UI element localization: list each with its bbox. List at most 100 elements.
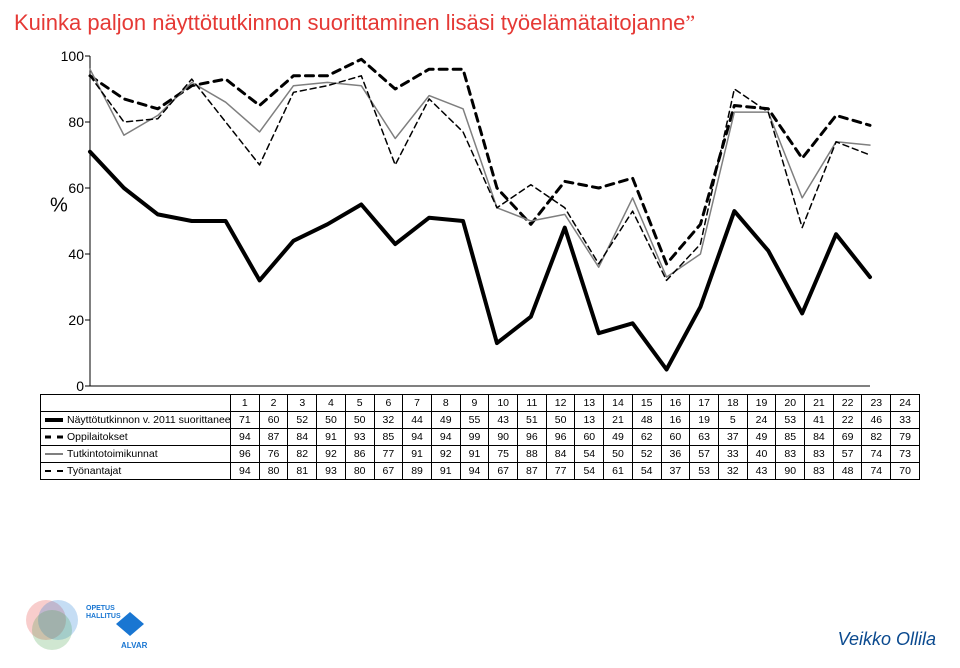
data-cell: 85 [374,429,403,446]
data-cell: 82 [288,446,317,463]
data-cell: 54 [575,446,604,463]
table-col-header: 8 [431,395,460,412]
data-cell: 52 [288,412,317,429]
table-col-header: 17 [690,395,719,412]
table-corner-cell [41,395,231,412]
data-cell: 79 [891,429,920,446]
table-col-header: 1 [231,395,260,412]
data-cell: 57 [690,446,719,463]
table-row: Näyttötutkinnon v. 2011 suorittaneet7160… [41,412,920,429]
data-cell: 55 [460,412,489,429]
data-cell: 99 [460,429,489,446]
data-cell: 50 [345,412,374,429]
series-line [90,69,870,277]
data-cell: 73 [891,446,920,463]
data-cell: 40 [747,446,776,463]
data-cell: 69 [833,429,862,446]
table-col-header: 12 [546,395,575,412]
data-table: 123456789101112131415161718192021222324N… [40,394,920,480]
data-cell: 46 [862,412,891,429]
data-cell: 48 [833,463,862,480]
y-tick-label: 80 [68,114,84,130]
data-cell: 83 [805,463,834,480]
data-cell: 76 [259,446,288,463]
logo-block: OPETUS HALLITUS ALVAR [20,596,150,656]
quote-mark: ” [685,10,695,35]
table-col-header: 15 [632,395,661,412]
data-cell: 96 [518,429,547,446]
table-col-header: 3 [288,395,317,412]
title-text: Kuinka paljon näyttötutkinnon suorittami… [14,10,685,35]
data-cell: 32 [374,412,403,429]
legend-swatch [45,470,63,472]
data-cell: 96 [231,446,260,463]
data-cell: 91 [431,463,460,480]
data-cell: 91 [317,429,346,446]
y-tick-label: 100 [61,48,84,64]
data-cell: 94 [231,429,260,446]
data-cell: 82 [862,429,891,446]
table-row: Tutkintotoimikunnat967682928677919291758… [41,446,920,463]
page-title: Kuinka paljon näyttötutkinnon suorittami… [0,0,960,36]
data-cell: 53 [776,412,805,429]
data-cell: 60 [575,429,604,446]
data-cell: 54 [575,463,604,480]
data-cell: 90 [776,463,805,480]
y-tick-label: 60 [68,180,84,196]
data-cell: 90 [489,429,518,446]
data-cell: 43 [489,412,518,429]
data-cell: 75 [489,446,518,463]
svg-text:ALVAR: ALVAR [121,641,148,650]
data-cell: 93 [317,463,346,480]
legend-swatch [45,418,63,422]
data-cell: 81 [288,463,317,480]
data-cell: 96 [546,429,575,446]
data-cell: 60 [259,412,288,429]
data-cell: 85 [776,429,805,446]
data-cell: 33 [718,446,747,463]
data-cell: 84 [288,429,317,446]
data-cell: 80 [259,463,288,480]
data-cell: 19 [690,412,719,429]
data-cell: 37 [661,463,690,480]
data-cell: 24 [747,412,776,429]
data-cell: 74 [862,463,891,480]
y-tick-label: 20 [68,312,84,328]
data-cell: 49 [747,429,776,446]
data-cell: 93 [345,429,374,446]
table-col-header: 20 [776,395,805,412]
chart-svg [90,56,870,386]
data-cell: 63 [690,429,719,446]
table-row: Oppilaitokset948784919385949499909696604… [41,429,920,446]
table-col-header: 11 [518,395,547,412]
data-cell: 5 [718,412,747,429]
data-cell: 51 [518,412,547,429]
data-cell: 91 [460,446,489,463]
data-cell: 87 [518,463,547,480]
data-cell: 50 [604,446,633,463]
table-col-header: 21 [805,395,834,412]
table-col-header: 22 [833,395,862,412]
series-name-label: Tutkintotoimikunnat [67,448,158,460]
svg-text:HALLITUS: HALLITUS [86,613,121,620]
data-cell: 94 [231,463,260,480]
series-name-cell: Näyttötutkinnon v. 2011 suorittaneet [41,412,231,429]
data-cell: 54 [632,463,661,480]
data-cell: 77 [546,463,575,480]
series-line [90,152,870,370]
data-cell: 36 [661,446,690,463]
table-col-header: 19 [747,395,776,412]
table-col-header: 7 [403,395,432,412]
series-name-label: Oppilaitokset [67,431,128,443]
table-col-header: 5 [345,395,374,412]
svg-text:OPETUS: OPETUS [86,605,115,612]
data-cell: 91 [403,446,432,463]
data-cell: 60 [661,429,690,446]
data-cell: 16 [661,412,690,429]
data-cell: 67 [374,463,403,480]
data-cell: 13 [575,412,604,429]
data-cell: 33 [891,412,920,429]
data-table-wrap: 123456789101112131415161718192021222324N… [40,394,920,480]
data-cell: 94 [460,463,489,480]
data-cell: 94 [403,429,432,446]
